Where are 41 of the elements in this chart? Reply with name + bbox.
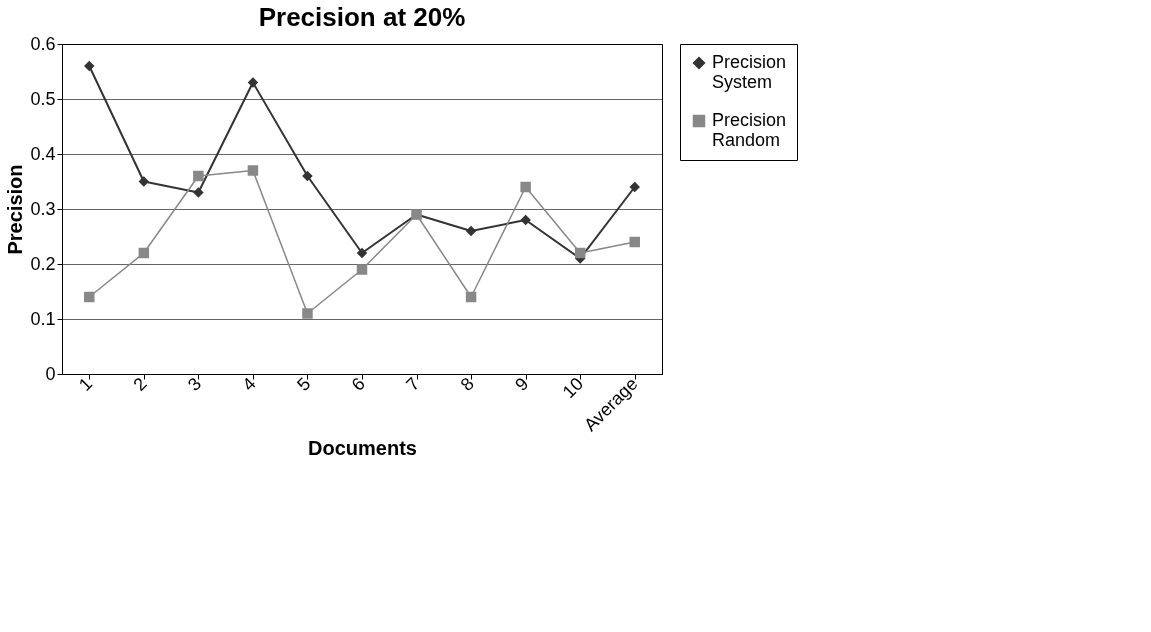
point: [84, 291, 95, 303]
y-tick-label: 0.6: [30, 33, 56, 54]
x-tick-label: 4: [238, 373, 260, 395]
y-tick-label: 0.2: [30, 253, 56, 274]
point: [629, 181, 640, 193]
x-tick-label: 1: [74, 373, 97, 395]
point: [247, 165, 259, 176]
point: [520, 181, 531, 193]
legend-label: Precision Random: [712, 110, 787, 150]
point: [574, 247, 586, 259]
x-axis-title: Documents: [308, 437, 417, 460]
legend-label: Precision System: [712, 52, 787, 92]
y-tick-label: 0: [45, 363, 56, 384]
x-tick-label: 6: [347, 373, 369, 395]
point: [138, 247, 150, 259]
point: [302, 170, 313, 182]
point: [247, 77, 259, 88]
point: [520, 214, 531, 226]
point: [629, 236, 640, 248]
x-tick-label: 3: [184, 373, 206, 395]
point: [356, 247, 368, 259]
y-tick-label: 0.4: [30, 143, 56, 164]
point: [356, 264, 368, 275]
y-axis-title: Precision: [4, 164, 27, 255]
x-tick-label: 8: [456, 373, 478, 395]
point: [302, 308, 313, 319]
point: [138, 176, 150, 187]
x-tick-label: 7: [402, 373, 424, 395]
point: [465, 291, 477, 303]
y-tick-label: 0.1: [30, 308, 56, 329]
y-tick-label: 0.5: [30, 88, 56, 109]
y-tick-label: 0.3: [30, 198, 56, 219]
chart-title: Precision at 20%: [258, 2, 466, 32]
point: [84, 60, 95, 72]
x-tick-label: 9: [511, 373, 533, 395]
point: [193, 187, 204, 198]
x-tick-label: 5: [293, 373, 315, 395]
x-tick-label: 2: [129, 373, 151, 395]
point: [465, 225, 477, 237]
x-tick-label: 10: [558, 373, 588, 403]
point: [193, 170, 204, 182]
